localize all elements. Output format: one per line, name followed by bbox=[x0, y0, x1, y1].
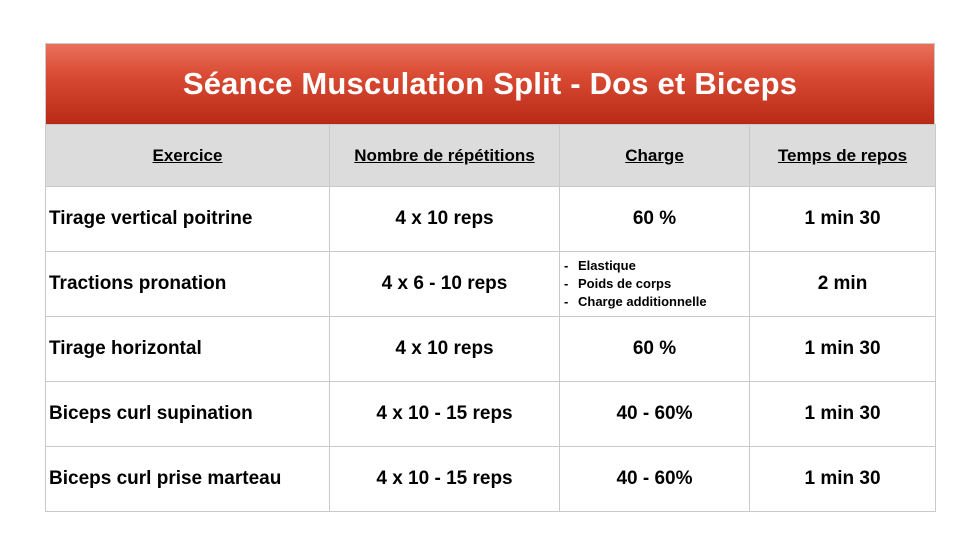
exercise-cell: Biceps curl supination bbox=[45, 381, 330, 447]
workout-table: Exercice Nombre de répétitions Charge Te… bbox=[45, 124, 936, 512]
table-row: Biceps curl prise marteau 4 x 10 - 15 re… bbox=[45, 446, 936, 512]
table-row: Biceps curl supination 4 x 10 - 15 reps … bbox=[45, 381, 936, 447]
header-temps-repos: Temps de repos bbox=[749, 124, 936, 187]
header-charge: Charge bbox=[559, 124, 750, 187]
table-title: Séance Musculation Split - Dos et Biceps bbox=[45, 43, 935, 124]
header-repetitions: Nombre de répétitions bbox=[329, 124, 560, 187]
charge-cell: 60 % bbox=[559, 186, 750, 252]
reps-cell: 4 x 10 reps bbox=[329, 186, 560, 252]
rest-cell: 1 min 30 bbox=[749, 381, 936, 447]
table-row: Tractions pronation 4 x 6 - 10 reps Elas… bbox=[45, 251, 936, 317]
workout-table-sheet: Séance Musculation Split - Dos et Biceps… bbox=[45, 43, 936, 512]
rest-cell: 2 min bbox=[749, 251, 936, 317]
charge-options-list: Elastique Poids de corps Charge addition… bbox=[560, 257, 749, 311]
charge-cell: Elastique Poids de corps Charge addition… bbox=[559, 251, 750, 317]
table-row: Tirage vertical poitrine 4 x 10 reps 60 … bbox=[45, 186, 936, 252]
charge-cell: 40 - 60% bbox=[559, 381, 750, 447]
charge-option: Elastique bbox=[564, 257, 749, 275]
exercise-cell: Tractions pronation bbox=[45, 251, 330, 317]
charge-cell: 40 - 60% bbox=[559, 446, 750, 512]
exercise-cell: Tirage vertical poitrine bbox=[45, 186, 330, 252]
rest-cell: 1 min 30 bbox=[749, 186, 936, 252]
rest-cell: 1 min 30 bbox=[749, 316, 936, 382]
table-row: Tirage horizontal 4 x 10 reps 60 % 1 min… bbox=[45, 316, 936, 382]
reps-cell: 4 x 10 - 15 reps bbox=[329, 446, 560, 512]
exercise-cell: Biceps curl prise marteau bbox=[45, 446, 330, 512]
charge-option: Poids de corps bbox=[564, 275, 749, 293]
reps-cell: 4 x 6 - 10 reps bbox=[329, 251, 560, 317]
charge-option: Charge additionnelle bbox=[564, 293, 749, 311]
reps-cell: 4 x 10 reps bbox=[329, 316, 560, 382]
header-exercice: Exercice bbox=[45, 124, 330, 187]
header-row: Exercice Nombre de répétitions Charge Te… bbox=[45, 124, 936, 187]
charge-cell: 60 % bbox=[559, 316, 750, 382]
reps-cell: 4 x 10 - 15 reps bbox=[329, 381, 560, 447]
exercise-cell: Tirage horizontal bbox=[45, 316, 330, 382]
rest-cell: 1 min 30 bbox=[749, 446, 936, 512]
